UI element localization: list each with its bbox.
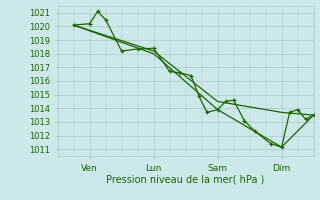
X-axis label: Pression niveau de la mer( hPa ): Pression niveau de la mer( hPa ) [107, 174, 265, 184]
